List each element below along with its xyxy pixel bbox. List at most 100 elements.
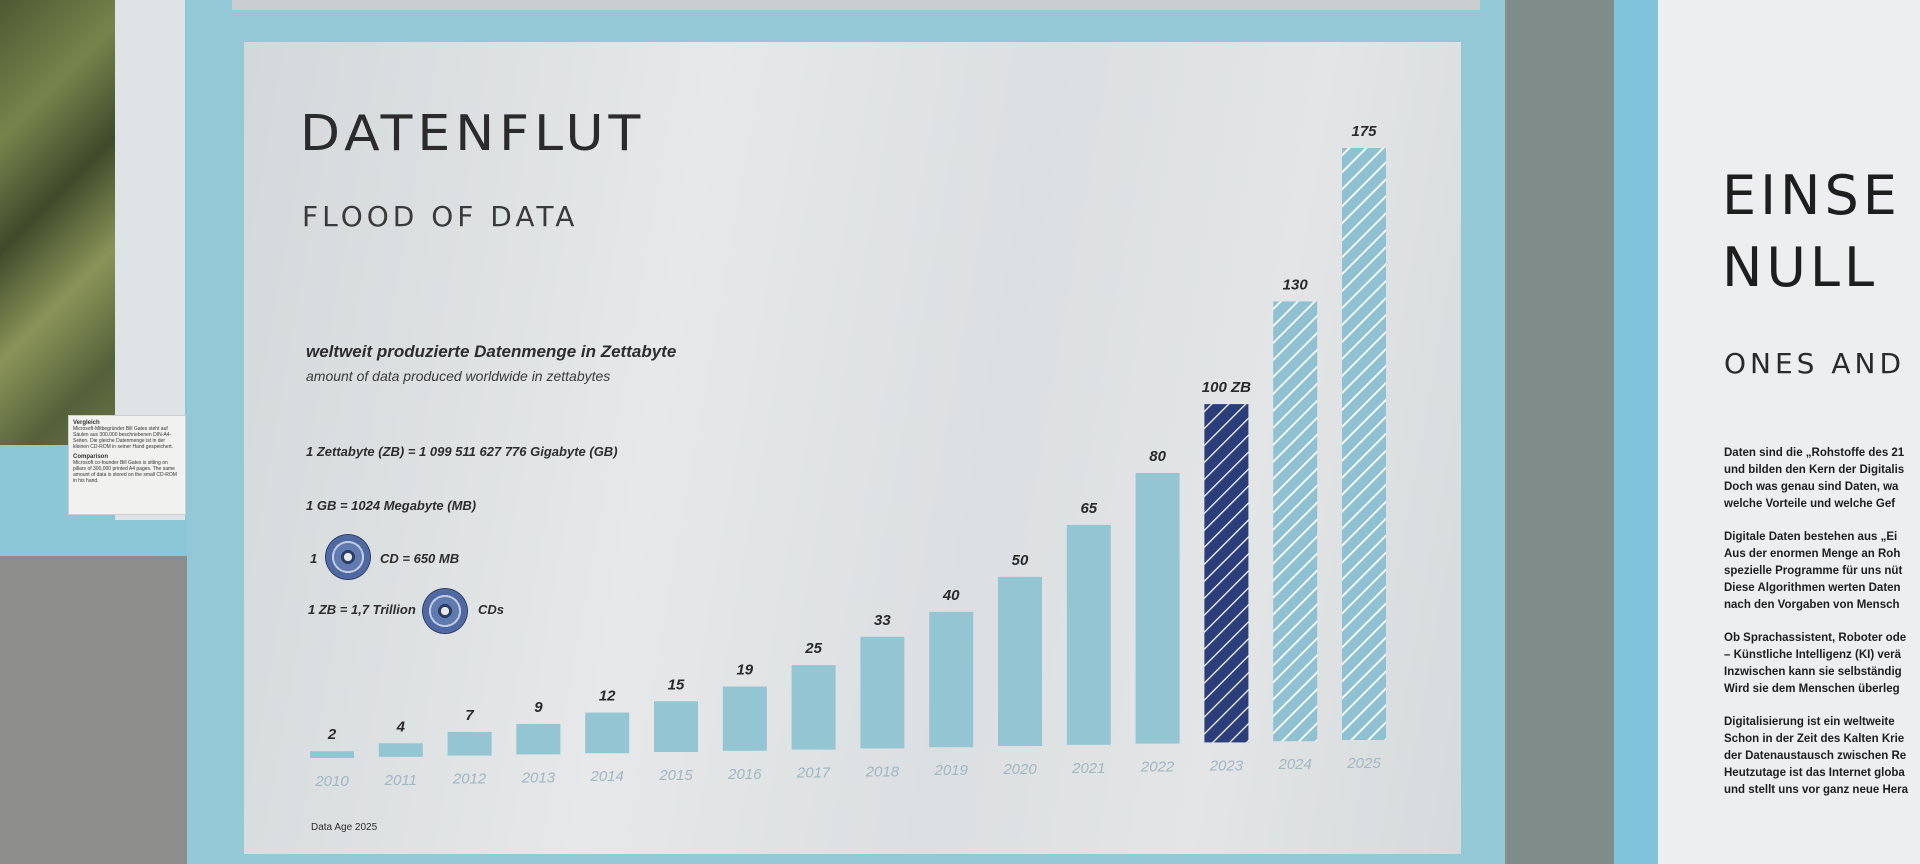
bar-2022 xyxy=(1135,472,1180,744)
cd-disc-icon xyxy=(422,588,468,634)
bar-value-label: 100 ZB xyxy=(1202,379,1251,396)
poster-title-en: FLOOD OF DATA xyxy=(302,200,579,233)
right-paragraph-line: – Künstliche Intelligenz (KI) verä xyxy=(1724,649,1902,661)
x-tick-label: 2014 xyxy=(590,768,624,785)
note-cd-suffix: CD = 650 MB xyxy=(380,551,460,566)
right-panel-text: Daten sind die „Rohstoffe des 21 und bild… xyxy=(1724,445,1920,815)
x-tick-label: 2025 xyxy=(1346,755,1381,772)
right-title-line2: NULL xyxy=(1722,236,1879,299)
bar-2024 xyxy=(1273,301,1318,742)
right-paragraph-line: und stellt uns vor ganz neue Hera xyxy=(1724,784,1909,796)
right-paragraph-line: Heutzutage ist das Internet globa xyxy=(1724,767,1905,779)
poster-sheet xyxy=(244,42,1461,854)
right-paragraph-line: spezielle Programme für uns nüt xyxy=(1724,565,1903,577)
cd-disc-icon xyxy=(325,534,371,580)
x-tick-label: 2016 xyxy=(727,766,762,783)
right-paragraph-line: Wird sie dem Menschen überleg xyxy=(1724,683,1900,695)
right-panel-edge xyxy=(1614,0,1660,864)
x-tick-label: 2010 xyxy=(314,773,349,790)
left-caption-text-en: Microsoft co-founder Bill Gates is sitti… xyxy=(73,460,177,484)
right-panel-title: EINSE NULL xyxy=(1722,160,1901,304)
bar-2015 xyxy=(654,701,698,752)
bar-2017 xyxy=(791,665,836,750)
right-paragraph-line: Doch was genau sind Daten, wa xyxy=(1724,481,1899,493)
bar-value-label: 15 xyxy=(668,676,685,693)
bar-2019 xyxy=(929,611,974,748)
x-tick-label: 2018 xyxy=(865,763,900,780)
right-paragraph-line: Digitalisierung ist ein weltweite xyxy=(1724,716,1895,728)
x-tick-label: 2023 xyxy=(1209,757,1244,774)
right-paragraph-line: und bilden den Kern der Digitalis xyxy=(1724,464,1905,476)
bar-2011 xyxy=(378,743,423,757)
x-tick-label: 2022 xyxy=(1140,759,1175,776)
bar-value-label: 33 xyxy=(874,612,891,629)
right-paragraph-line: Inzwischen kann sie selbständig xyxy=(1724,666,1902,678)
poster-title: DATENFLUT xyxy=(300,105,646,163)
left-caption-text-de: Microsoft-Mitbegründer Bill Gates steht … xyxy=(73,426,174,450)
right-paragraph-line: der Datenaustausch zwischen Re xyxy=(1724,750,1907,762)
right-panel-subtitle: ONES AND xyxy=(1724,347,1906,380)
right-paragraph-line: Diese Algorithmen werten Daten xyxy=(1724,582,1901,594)
right-paragraph-line: welche Vorteile und welche Gef xyxy=(1724,498,1896,510)
x-tick-label: 2017 xyxy=(796,765,831,782)
bar-2014 xyxy=(585,712,630,754)
chart-subtitle: weltweit produzierte Datenmenge in Zetta… xyxy=(306,342,677,361)
bar-value-label: 9 xyxy=(534,699,543,716)
right-paragraph-line: Digitale Daten bestehen aus „Ei xyxy=(1724,531,1898,543)
right-title-line1: EINSE xyxy=(1722,164,1901,227)
right-paragraph-line: nach den Vorgaben von Mensch xyxy=(1724,599,1900,611)
x-tick-label: 2021 xyxy=(1071,760,1105,777)
right-paragraph-line: Daten sind die „Rohstoffe des 21 xyxy=(1724,447,1905,459)
x-tick-label: 2012 xyxy=(452,771,487,788)
x-tick-label: 2024 xyxy=(1278,756,1312,773)
bar-value-label: 175 xyxy=(1351,123,1377,140)
bar-value-label: 12 xyxy=(599,688,616,705)
bar-value-label: 7 xyxy=(465,707,474,724)
bar-value-label: 25 xyxy=(804,640,822,657)
poster-top-rod xyxy=(232,0,1480,10)
bar-value-label: 4 xyxy=(396,718,406,735)
bar-value-label: 19 xyxy=(736,662,753,679)
left-caption-title-de: Vergleich xyxy=(73,420,100,426)
note-gigabyte: 1 GB = 1024 Megabyte (MB) xyxy=(306,498,477,513)
x-tick-label: 2019 xyxy=(934,762,969,779)
note-zettabyte: 1 Zettabyte (ZB) = 1 099 511 627 776 Gig… xyxy=(306,444,618,459)
bar-value-label: 40 xyxy=(942,587,960,604)
x-tick-label: 2020 xyxy=(1002,761,1037,778)
bar-2016 xyxy=(722,686,767,751)
note-trillion-suffix: CDs xyxy=(478,602,505,617)
left-caption-title-en: Comparison xyxy=(73,454,109,460)
x-tick-label: 2013 xyxy=(521,769,556,786)
right-panel xyxy=(1658,0,1920,864)
x-tick-label: 2015 xyxy=(658,767,693,784)
bar-value-label: 130 xyxy=(1283,276,1309,293)
bar-2013 xyxy=(516,723,561,755)
bar-2010 xyxy=(310,751,354,758)
x-tick-label: 2011 xyxy=(384,772,417,789)
bar-2018 xyxy=(860,636,905,749)
bar-value-label: 65 xyxy=(1080,500,1097,517)
chart-subtitle-en: amount of data produced worldwide in zet… xyxy=(306,368,611,384)
bar-2020 xyxy=(998,576,1042,746)
chart-source: Data Age 2025 xyxy=(311,822,378,833)
right-paragraph: Ob Sprachassistent, Roboter ode – Künstli… xyxy=(1724,630,1920,698)
bars-group: 2 2010 4 2011 7 2012 9 2013 12 2014 15 2015 19 2016 25… xyxy=(310,123,1386,790)
right-paragraph-line: Schon in der Zeit des Kalten Krie xyxy=(1724,733,1905,745)
bar-value-label: 80 xyxy=(1149,448,1166,465)
bar-chart: 2 2010 4 2011 7 2012 9 2013 12 2014 15 2015 19 2016 25… xyxy=(310,123,1386,790)
bar-2021 xyxy=(1066,524,1111,745)
right-paragraph: Digitale Daten bestehen aus „Ei Aus der e… xyxy=(1724,529,1920,614)
bar-value-label: 2 xyxy=(327,726,337,743)
right-paragraph-line: Ob Sprachassistent, Roboter ode xyxy=(1724,632,1907,644)
note-trillion-prefix: 1 ZB = 1,7 Trillion xyxy=(308,602,416,617)
bar-2012 xyxy=(447,731,492,756)
right-paragraph: Daten sind die „Rohstoffe des 21 und bild… xyxy=(1724,445,1920,513)
right-paragraph-line: Aus der enormen Menge an Roh xyxy=(1724,548,1901,560)
note-cd-prefix: 1 xyxy=(310,551,318,566)
left-caption-card: Vergleich Microsoft-Mitbegründer Bill Ga… xyxy=(68,415,186,515)
left-panel-photo xyxy=(0,0,115,445)
bar-value-label: 50 xyxy=(1012,552,1029,569)
right-paragraph: Digitalisierung ist ein weltweite Schon i… xyxy=(1724,714,1920,799)
bar-2023 xyxy=(1204,404,1249,743)
bar-2025 xyxy=(1342,148,1386,740)
